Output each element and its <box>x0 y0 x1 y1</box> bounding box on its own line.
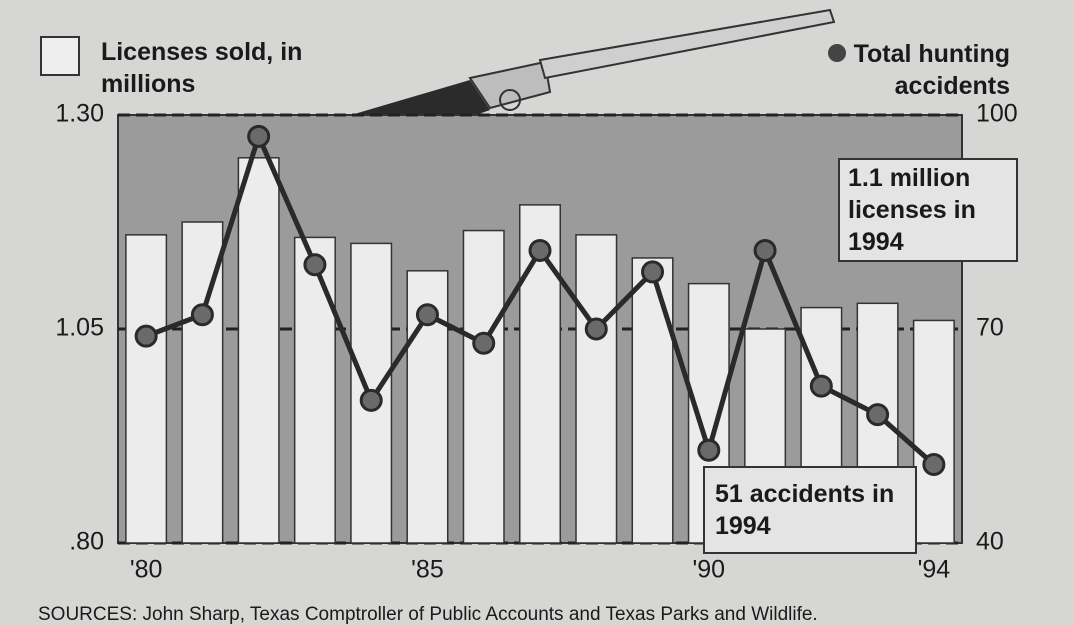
legend-swatch <box>828 44 846 62</box>
y-tick-label: 1.05 <box>55 314 104 342</box>
annotation: 51 accidents in 1994 <box>703 466 917 554</box>
x-tick-label: '90 <box>693 556 726 584</box>
line-point <box>136 326 156 346</box>
legend-swatch <box>40 36 80 76</box>
line-point <box>586 319 606 339</box>
line-point <box>530 241 550 261</box>
x-tick-label: '80 <box>130 556 163 584</box>
y-tick-label: 1.30 <box>55 100 104 128</box>
legend-line: Total hunting accidents <box>780 38 1010 102</box>
legend-label: Total hunting accidents <box>854 40 1010 100</box>
bar <box>632 258 673 543</box>
x-tick-label: '85 <box>411 556 444 584</box>
bar <box>463 231 504 543</box>
annotation: 1.1 million licenses in 1994 <box>838 158 1018 262</box>
bar <box>914 320 955 543</box>
legend-label: Licenses sold, in millions <box>101 36 341 100</box>
line-point <box>868 405 888 425</box>
y2-tick-label: 100 <box>976 100 1018 128</box>
line-point <box>249 126 269 146</box>
line-point <box>361 390 381 410</box>
y2-tick-label: 70 <box>976 314 1004 342</box>
x-tick-label: '94 <box>918 556 951 584</box>
line-point <box>417 305 437 325</box>
bar <box>126 235 167 543</box>
legend-bars: Licenses sold, in millions <box>40 36 341 100</box>
source: SOURCES: John Sharp, Texas Comptroller o… <box>38 604 818 626</box>
y2-tick-label: 40 <box>976 528 1004 556</box>
y-tick-label: .80 <box>69 528 104 556</box>
line-point <box>755 241 775 261</box>
line-point <box>699 440 719 460</box>
line-point <box>643 262 663 282</box>
line-point <box>811 376 831 396</box>
bar <box>576 235 617 543</box>
bar <box>238 158 279 543</box>
page: .80 1.05 1.30 40 70 100 '80 '85 '90 '94 Licenses … <box>0 0 1074 626</box>
line-point <box>192 305 212 325</box>
line-point <box>305 255 325 275</box>
line-point <box>474 333 494 353</box>
line-point <box>924 455 944 475</box>
bar <box>295 237 336 543</box>
